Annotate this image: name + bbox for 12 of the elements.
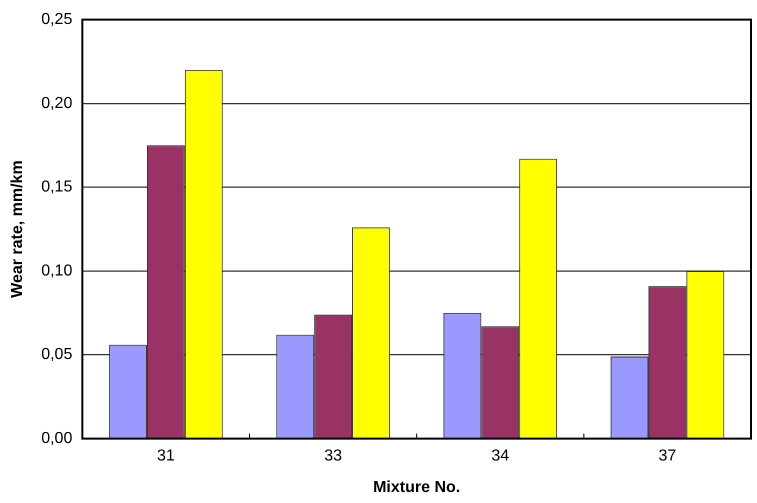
y-axis-title: Wear rate, mm/km [9, 160, 26, 298]
y-tick-label: 0,20 [41, 94, 72, 112]
y-tick-label: 0,15 [41, 178, 72, 196]
x-tick-label: 33 [324, 448, 342, 465]
x-tick-label: 37 [658, 448, 676, 465]
x-tick-label: 31 [157, 448, 175, 465]
y-tick-label: 0,10 [41, 262, 72, 280]
x-tick-label: 34 [491, 448, 510, 465]
x-axis-title: Mixture No. [373, 478, 460, 496]
y-tick-label: 0,00 [41, 430, 72, 448]
y-tick-label: 0,25 [41, 11, 72, 28]
y-tick-label: 0,05 [41, 346, 72, 364]
